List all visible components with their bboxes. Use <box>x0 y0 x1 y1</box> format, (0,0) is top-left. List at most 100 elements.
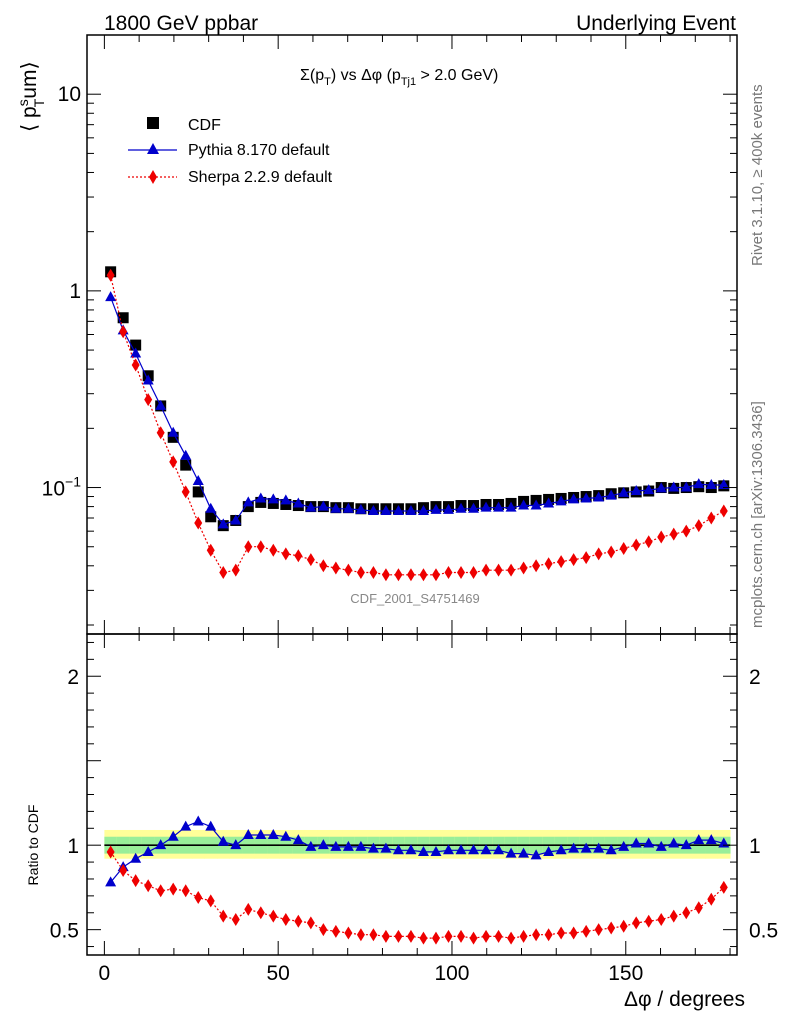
ratio-point-triangle <box>355 840 367 851</box>
main-point-diamond <box>181 485 190 499</box>
main-point-triangle <box>518 499 530 510</box>
ratio-point-diamond <box>469 931 478 945</box>
main-point-diamond <box>356 565 365 579</box>
ratio-point-diamond <box>144 879 153 893</box>
ratio-point-triangle <box>242 829 254 840</box>
ratio-point-triangle <box>267 829 279 840</box>
main-point-diamond <box>457 565 466 579</box>
ratio-point-diamond <box>669 909 678 923</box>
main-point-square <box>242 501 254 513</box>
main-point-square <box>130 339 142 351</box>
main-series-layer <box>105 266 730 582</box>
main-point-triangle <box>480 501 492 512</box>
ratio-point-diamond <box>719 880 728 894</box>
ratio-point-triangle <box>367 842 379 853</box>
ratio-point-diamond <box>632 916 641 930</box>
ratio-point-diamond <box>344 926 353 940</box>
ratio-point-diamond <box>106 845 115 859</box>
main-point-diamond <box>482 563 491 577</box>
main-point-diamond <box>431 568 440 582</box>
x-axis-title: Δφ / degrees <box>624 988 745 1011</box>
ratio-point-diamond <box>294 914 303 928</box>
main-point-triangle <box>530 499 542 510</box>
ratio-y-tick-label-left: 0.5 <box>50 920 79 943</box>
ratio-point-triangle <box>130 852 142 863</box>
legend-marker-sherpa <box>149 170 157 184</box>
main-point-triangle <box>242 496 254 507</box>
ratio-point-triangle <box>618 840 630 851</box>
ratio-point-triangle <box>468 844 480 855</box>
main-point-triangle <box>455 502 467 513</box>
main-point-triangle <box>192 474 204 485</box>
main-point-triangle <box>355 503 367 514</box>
main-point-triangle <box>680 481 692 492</box>
x-tick-label: 50 <box>266 962 289 985</box>
ratio-point-triangle <box>480 844 492 855</box>
ratio-point-triangle <box>693 834 705 845</box>
legend: CDF Pythia 8.170 default Sherpa 2.2.9 de… <box>128 117 333 186</box>
ratio-point-triangle <box>455 844 467 855</box>
ratio-point-diamond <box>369 928 378 942</box>
main-point-triangle <box>142 374 154 385</box>
main-point-triangle <box>605 489 617 500</box>
main-point-diamond <box>394 568 403 582</box>
ratio-point-triangle <box>442 844 454 855</box>
ratio-point-triangle <box>668 837 680 848</box>
main-point-diamond <box>131 358 140 372</box>
main-point-diamond <box>169 455 178 469</box>
ratio-line-diamond <box>110 851 725 939</box>
main-point-triangle <box>167 426 179 437</box>
main-point-diamond <box>381 568 390 582</box>
ratio-point-triangle <box>192 815 204 826</box>
ratio-y-tick-label-right: 1 <box>749 835 761 858</box>
ratio-point-diamond <box>206 894 215 908</box>
ratio-point-diamond <box>356 928 365 942</box>
plot-title: Σ(pT) vs Δφ (pTj1 > 2.0 GeV) <box>300 67 498 88</box>
ratio-point-triangle <box>593 842 605 853</box>
ratio-point-triangle <box>493 844 505 855</box>
ratio-point-diamond <box>244 902 253 916</box>
main-point-square <box>117 312 129 324</box>
main-point-square <box>180 459 192 471</box>
main-point-diamond <box>344 563 353 577</box>
ratio-point-triangle <box>142 845 154 856</box>
main-point-square <box>192 486 204 498</box>
main-point-triangle <box>180 449 192 460</box>
main-point-triangle <box>568 493 580 504</box>
header-left-title: 1800 GeV ppbar <box>104 12 258 35</box>
ratio-point-triangle <box>680 839 692 850</box>
main-point-diamond <box>507 563 516 577</box>
ratio-point-triangle <box>317 839 329 850</box>
main-point-triangle <box>630 485 642 496</box>
ratio-y-tick-label-left: 1 <box>67 835 79 858</box>
main-point-square <box>280 498 292 510</box>
main-point-diamond <box>106 268 115 282</box>
main-point-diamond <box>256 540 265 554</box>
main-point-triangle <box>405 504 417 515</box>
main-line-diamond <box>110 275 725 576</box>
ratio-point-triangle <box>630 837 642 848</box>
main-point-diamond <box>582 551 591 565</box>
main-y-axis-title: ⟨ psTum⟩ <box>15 61 47 132</box>
ratio-y-tick-label-left: 2 <box>67 666 79 689</box>
ratio-point-diamond <box>532 928 541 942</box>
ratio-point-triangle <box>518 847 530 858</box>
rivet-label: Rivet 3.1.10, ≥ 400k events <box>749 84 766 266</box>
main-point-triangle <box>392 504 404 515</box>
ratio-point-triangle <box>292 834 304 845</box>
main-point-triangle <box>267 493 279 504</box>
main-point-triangle <box>217 518 229 529</box>
main-point-diamond <box>144 393 153 407</box>
main-point-diamond <box>494 563 503 577</box>
ratio-point-diamond <box>582 924 591 938</box>
main-point-diamond <box>231 563 240 577</box>
ratio-point-triangle <box>205 820 217 831</box>
x-tick-label: 100 <box>434 962 469 985</box>
legend-label-cdf: CDF <box>188 117 221 134</box>
ratio-point-diamond <box>494 929 503 943</box>
ratio-point-diamond <box>419 931 428 945</box>
ratio-point-triangle <box>430 845 442 856</box>
main-point-triangle <box>693 478 705 489</box>
main-point-triangle <box>380 504 392 515</box>
main-point-diamond <box>719 504 728 518</box>
